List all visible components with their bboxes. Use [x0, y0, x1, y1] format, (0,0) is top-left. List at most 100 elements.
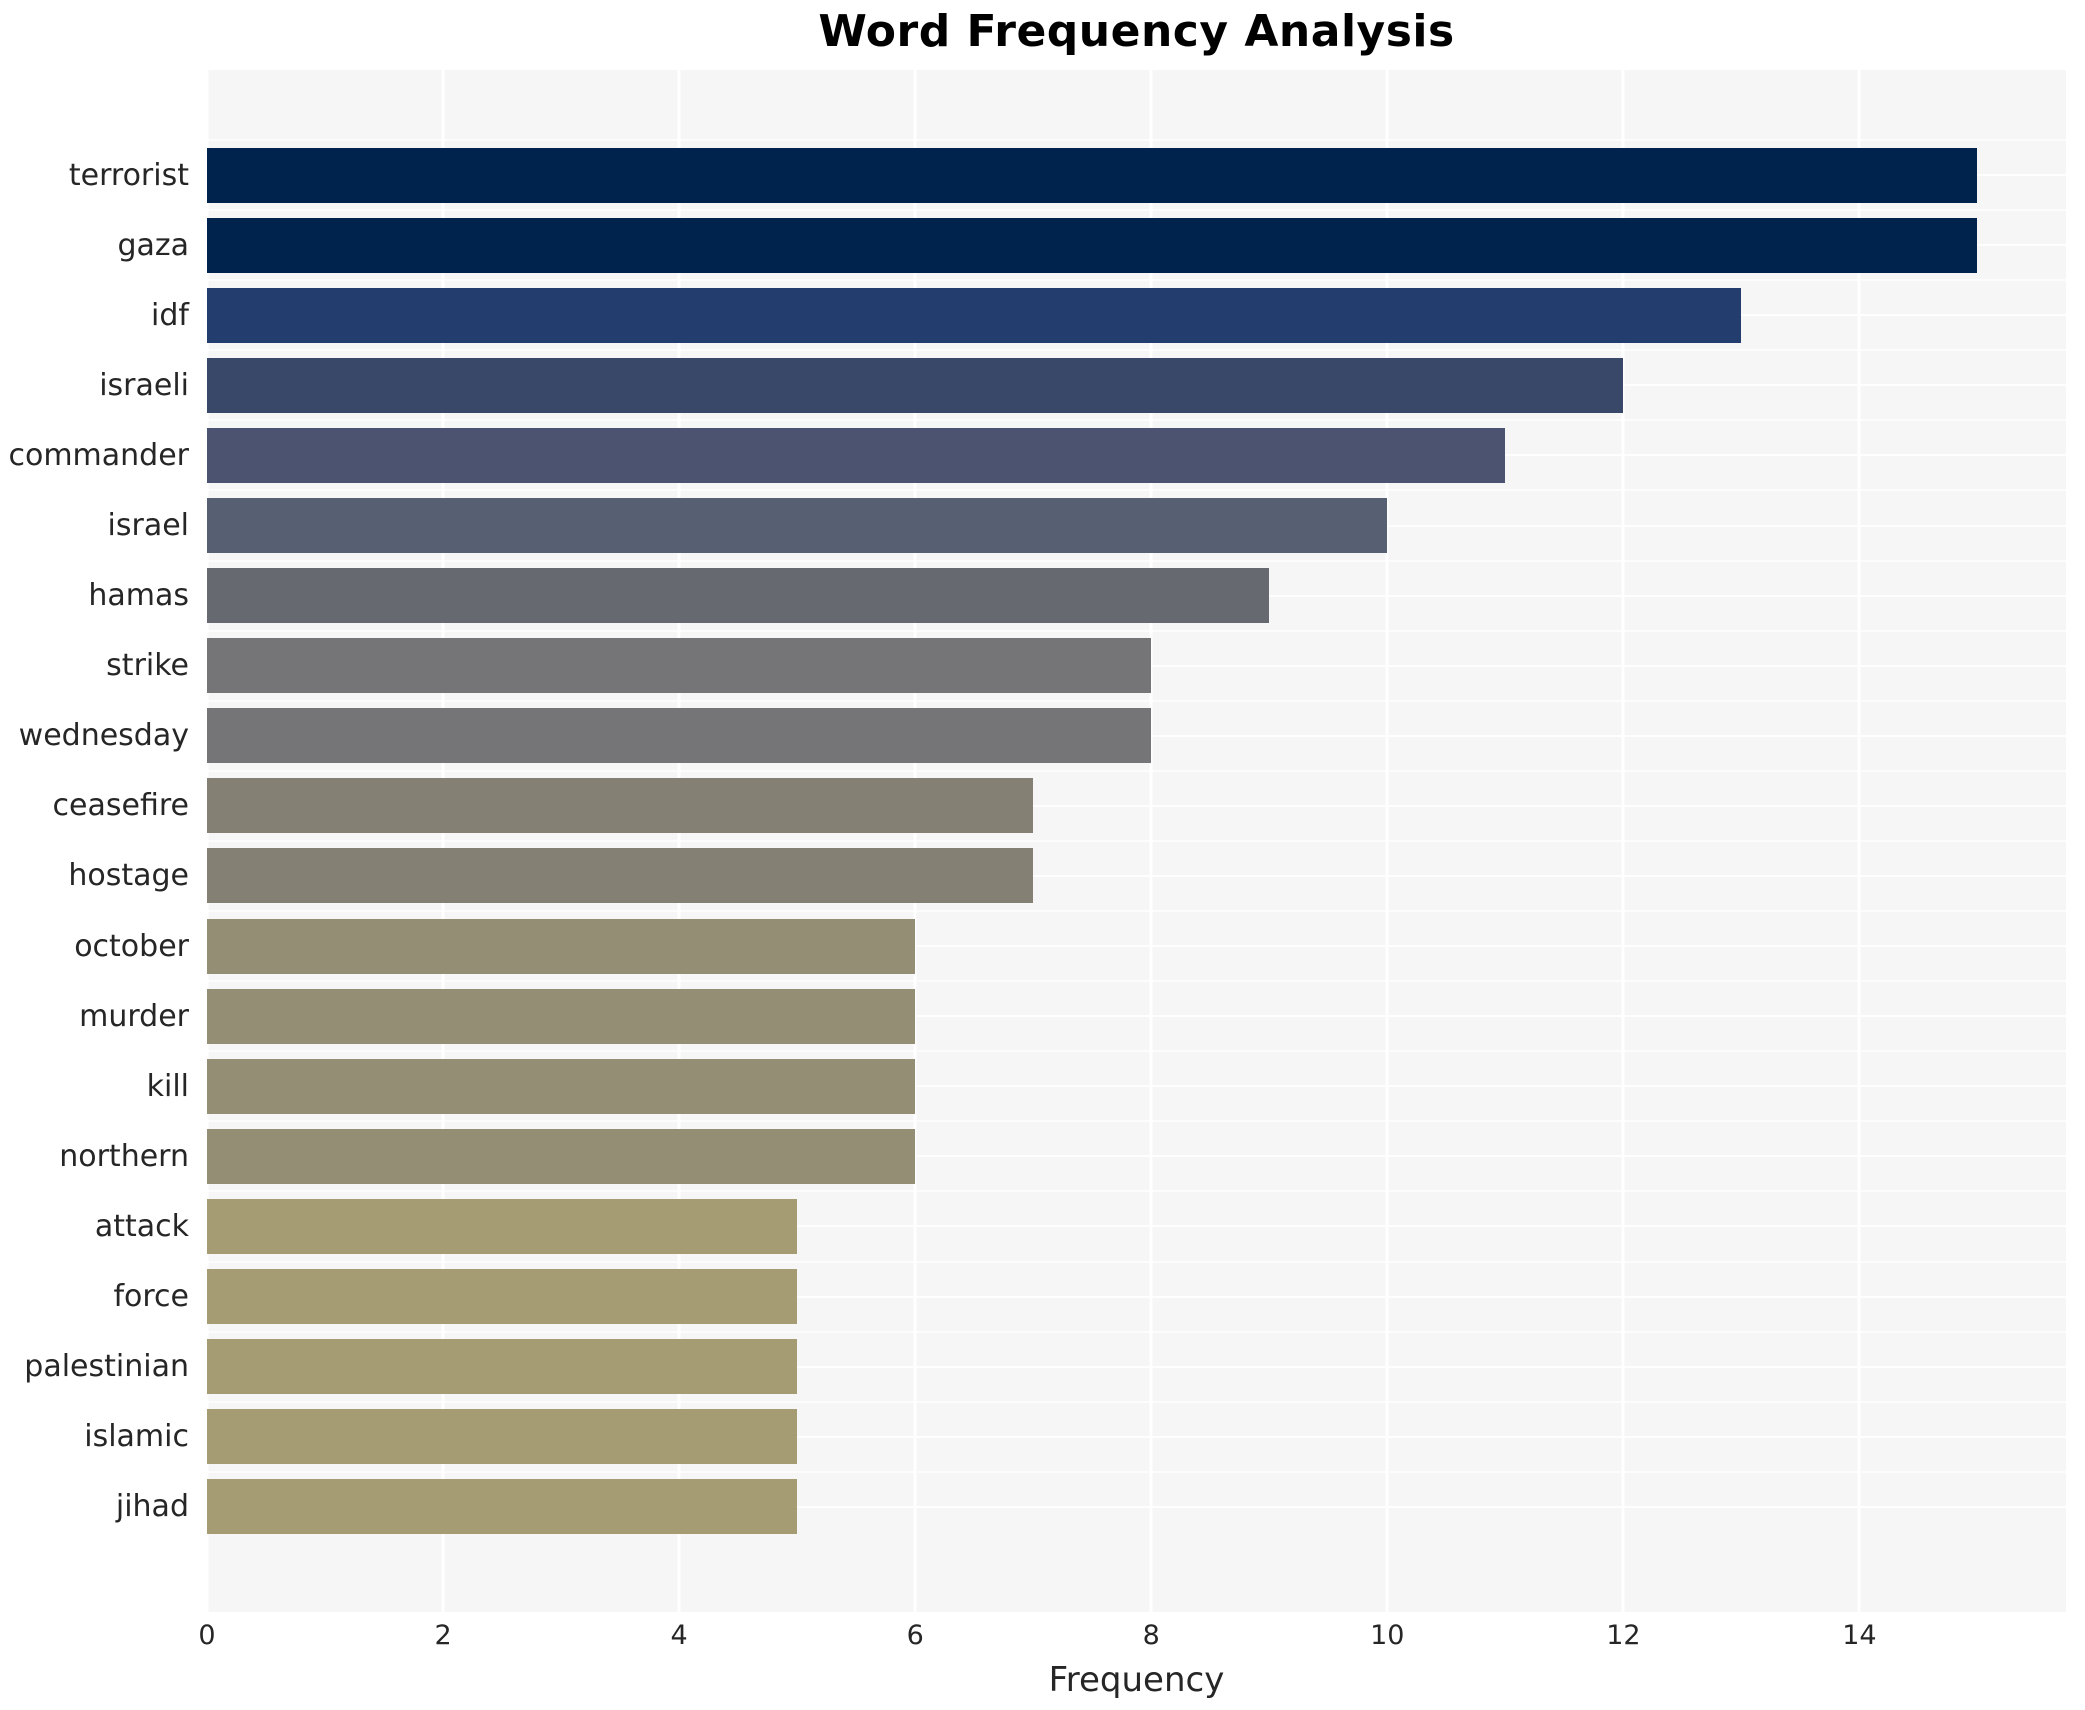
row-boundary-gridline — [207, 1330, 2066, 1333]
row-boundary-gridline — [207, 769, 2066, 772]
bar — [207, 848, 1034, 904]
category-label: wednesday — [18, 718, 189, 754]
category-label: islamic — [84, 1419, 189, 1455]
bar — [207, 778, 1034, 834]
bar — [207, 427, 1506, 483]
row-boundary-gridline — [207, 1190, 2066, 1193]
row-boundary-gridline — [207, 559, 2066, 562]
row-boundary-gridline — [207, 1120, 2066, 1123]
bar-rows: terrorist gaza idf israeli commander isr… — [8, 139, 2066, 1542]
bar-row: hamas — [88, 559, 2066, 631]
x-tick-label: 8 — [1142, 1620, 1160, 1651]
bar-row: strike — [106, 629, 2066, 701]
bar-row: israel — [108, 489, 2066, 560]
bar-row: israeli — [99, 349, 2066, 420]
row-boundary-gridline — [207, 209, 2066, 212]
category-label: palestinian — [24, 1349, 189, 1385]
row-boundary-gridline — [207, 629, 2066, 632]
bar-row: force — [113, 1260, 2066, 1332]
x-axis-label: Frequency — [1048, 1660, 1225, 1700]
bar-row: northern — [59, 1120, 2066, 1191]
horizontal-gridline — [207, 804, 2066, 807]
bar-row: jihad — [116, 1470, 2066, 1542]
category-label: kill — [146, 1068, 189, 1104]
row-boundary-gridline — [207, 1260, 2066, 1263]
category-label: murder — [79, 998, 189, 1034]
row-boundary-gridline — [207, 139, 2066, 141]
category-label: hostage — [68, 858, 189, 894]
bar-row: attack — [95, 1190, 2066, 1261]
x-tick-label: 10 — [1370, 1620, 1405, 1651]
bar — [207, 708, 1152, 764]
row-boundary-gridline — [207, 419, 2066, 422]
x-tick-label: 14 — [1842, 1620, 1877, 1651]
bar — [207, 498, 1388, 554]
row-boundary-gridline — [207, 279, 2066, 282]
category-label: israeli — [99, 367, 189, 403]
bar-row: commander — [8, 419, 2066, 490]
category-label: ceasefire — [52, 788, 189, 824]
bar-row: palestinian — [24, 1330, 2066, 1402]
horizontal-gridline — [207, 1085, 2066, 1088]
bar — [207, 147, 1978, 203]
bar-row: wednesday — [19, 699, 2066, 771]
category-label: terrorist — [68, 157, 189, 193]
bar — [207, 1128, 916, 1184]
bar — [207, 1339, 798, 1395]
bar-row: october — [74, 910, 2066, 981]
bar — [207, 1269, 798, 1325]
category-label: israel — [107, 508, 189, 544]
x-tick-label: 12 — [1606, 1620, 1641, 1651]
category-label: idf — [151, 297, 189, 333]
bar-row: ceasefire — [53, 769, 2066, 841]
horizontal-gridline — [207, 1365, 2066, 1368]
bar-row: islamic — [84, 1400, 2066, 1472]
x-axis-tick-labels: 0 2 4 6 8 10 12 14 — [198, 1620, 2066, 1660]
horizontal-gridline — [207, 1015, 2066, 1018]
row-boundary-gridline — [207, 1400, 2066, 1403]
bar — [207, 1058, 916, 1114]
row-boundary-gridline — [207, 489, 2066, 492]
category-label: strike — [106, 648, 189, 684]
bar-row: kill — [147, 1050, 2066, 1121]
row-boundary-gridline — [207, 1470, 2066, 1473]
row-boundary-gridline — [207, 699, 2066, 702]
bar-row: hostage — [68, 839, 2066, 911]
bar — [207, 918, 916, 974]
horizontal-gridline — [207, 1295, 2066, 1298]
x-tick-label: 0 — [198, 1620, 216, 1651]
bar-row: gaza — [117, 209, 2066, 280]
plot-area: terrorist gaza idf israeli commander isr… — [8, 70, 2066, 1612]
bar — [207, 287, 1742, 343]
row-boundary-gridline — [207, 1050, 2066, 1053]
row-boundary-gridline — [207, 349, 2066, 352]
x-tick-label: 4 — [670, 1620, 688, 1651]
horizontal-gridline — [207, 1435, 2066, 1438]
x-tick-label: 6 — [906, 1620, 924, 1651]
category-label: hamas — [88, 578, 189, 614]
bar-row: idf — [151, 279, 2066, 350]
horizontal-gridline — [207, 945, 2066, 948]
bar-row: murder — [79, 980, 2066, 1051]
horizontal-gridline — [207, 1155, 2066, 1158]
category-label: force — [113, 1279, 189, 1315]
category-label: october — [74, 928, 189, 964]
category-label: northern — [59, 1138, 189, 1174]
chart-title: Word Frequency Analysis — [818, 6, 1455, 57]
bar — [207, 217, 1978, 273]
x-tick-label: 2 — [434, 1620, 452, 1651]
category-label: commander — [8, 437, 189, 473]
category-label: gaza — [117, 227, 189, 263]
category-label: attack — [94, 1208, 189, 1244]
bar — [207, 638, 1152, 694]
category-label: jihad — [115, 1489, 189, 1525]
horizontal-gridline — [207, 874, 2066, 877]
horizontal-gridline — [207, 1225, 2066, 1228]
bar — [207, 1198, 798, 1254]
row-boundary-gridline — [207, 839, 2066, 842]
bar-row: terrorist — [69, 139, 2066, 210]
horizontal-gridline — [207, 1505, 2066, 1508]
bar — [207, 568, 1270, 624]
row-boundary-gridline — [207, 910, 2066, 913]
